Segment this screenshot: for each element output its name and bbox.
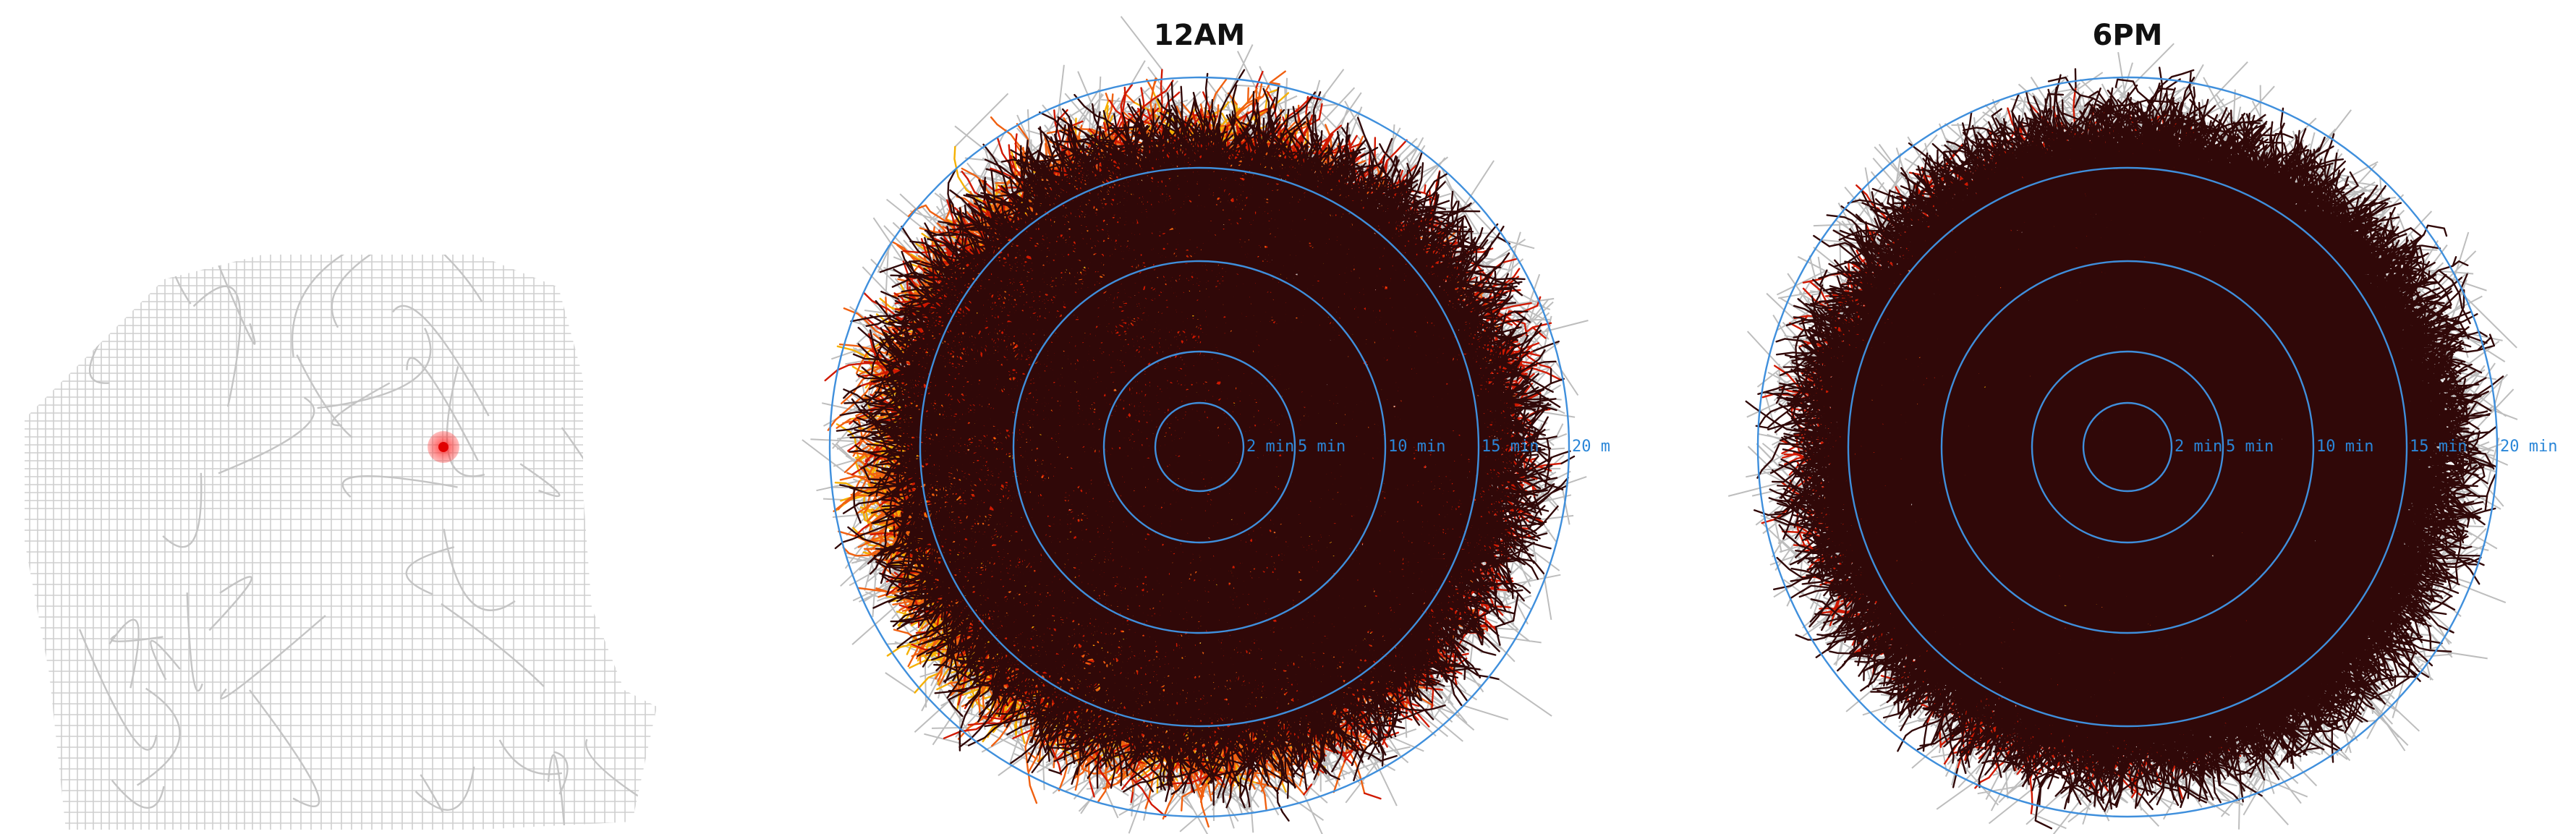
panel-title: 6PM <box>2093 19 2163 52</box>
isochrone-panel: 12AM 2 min 5 min 10 min 15 min 20 m <box>802 17 1610 834</box>
ring-label: 20 min <box>2500 438 2557 456</box>
reach-network <box>836 70 1574 821</box>
panel-title: 12AM <box>1154 19 1245 52</box>
street-grid <box>14 246 666 834</box>
ring-label: 5 min <box>2226 438 2274 456</box>
ring-label: 10 min <box>1388 438 1445 456</box>
ring-label: 15 min <box>1482 438 1539 456</box>
ring-label: 20 m <box>1572 438 1610 456</box>
street-map <box>14 209 698 834</box>
ring-label: 10 min <box>2316 438 2373 456</box>
ring-label: 2 min <box>2175 438 2222 456</box>
origin-marker <box>438 442 449 452</box>
reach-network <box>1746 67 2503 828</box>
ring-label: 15 min <box>2410 438 2467 456</box>
ring-label: 5 min <box>1298 438 1346 456</box>
isochrone-panel: 6PM 2 min 5 min 10 min 15 min 20 min <box>1728 19 2557 834</box>
ring-label: 2 min <box>1246 438 1294 456</box>
